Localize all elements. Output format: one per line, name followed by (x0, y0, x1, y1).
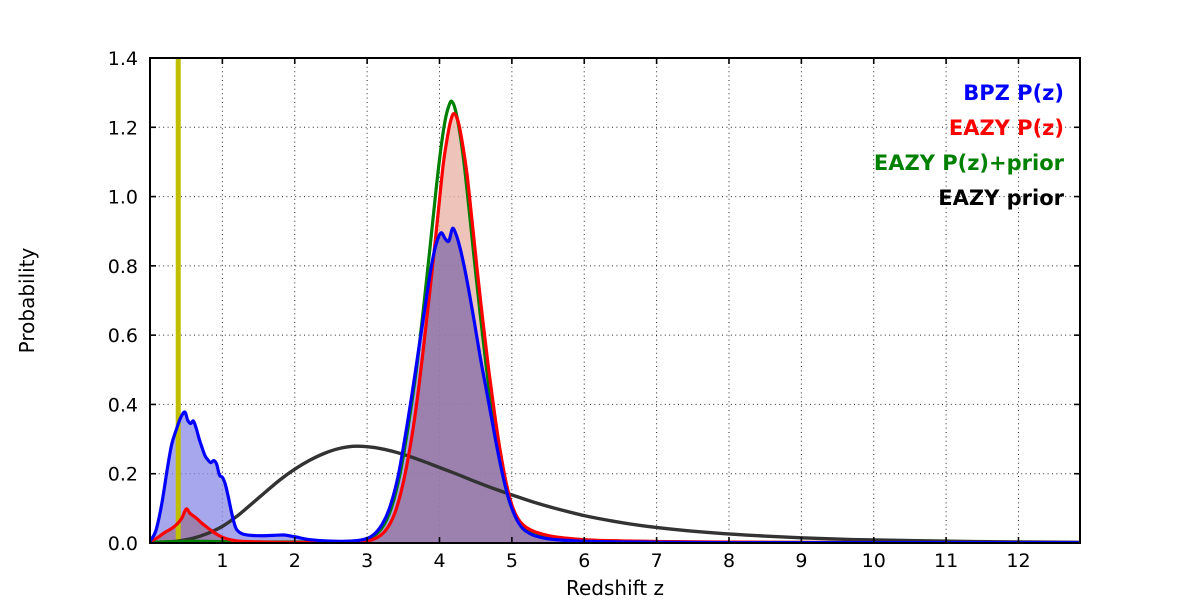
series-group (150, 58, 1080, 543)
series-line-bpz-p-z (150, 226, 1080, 543)
x-tick-label: 5 (506, 550, 518, 572)
y-tick-label: 0.0 (108, 533, 138, 555)
x-tick-label: 9 (795, 550, 807, 572)
x-tick-label: 3 (361, 550, 373, 572)
y-tick-label: 0.6 (108, 325, 138, 347)
y-tick-label: 0.8 (108, 256, 138, 278)
x-tick-label: 6 (578, 550, 590, 572)
x-tick-label: 2 (289, 550, 301, 572)
x-axis-title: Redshift z (566, 576, 664, 600)
x-tick-label: 10 (862, 550, 886, 572)
x-tick-label: 8 (723, 550, 735, 572)
series-line-eazy-prior (150, 444, 1080, 543)
legend-label-eazy-prior: EAZY prior (938, 186, 1064, 210)
y-tick-label: 1.2 (108, 117, 138, 139)
x-tick-label: 7 (651, 550, 663, 572)
series-line-eazy-p-z (150, 111, 1080, 543)
legend-label-bpz-p-z: BPZ P(z) (963, 81, 1064, 105)
legend-label-eazy-p-z: EAZY P(z) (949, 116, 1064, 140)
y-tick-label: 1.4 (108, 48, 138, 70)
y-tick-label: 0.4 (108, 394, 138, 416)
y-tick-label: 1.0 (108, 187, 138, 209)
y-axis-title: Probability (15, 247, 39, 353)
x-tick-label: 12 (1006, 550, 1030, 572)
x-tick-label: 1 (216, 550, 228, 572)
legend-label-eazy-p-z-prior: EAZY P(z)+prior (874, 151, 1065, 175)
axis-frame (149, 57, 1081, 544)
x-tick-label: 4 (433, 550, 445, 572)
plot-background (150, 58, 1080, 543)
y-tick-label: 0.2 (108, 464, 138, 486)
x-tick-label: 11 (934, 550, 958, 572)
